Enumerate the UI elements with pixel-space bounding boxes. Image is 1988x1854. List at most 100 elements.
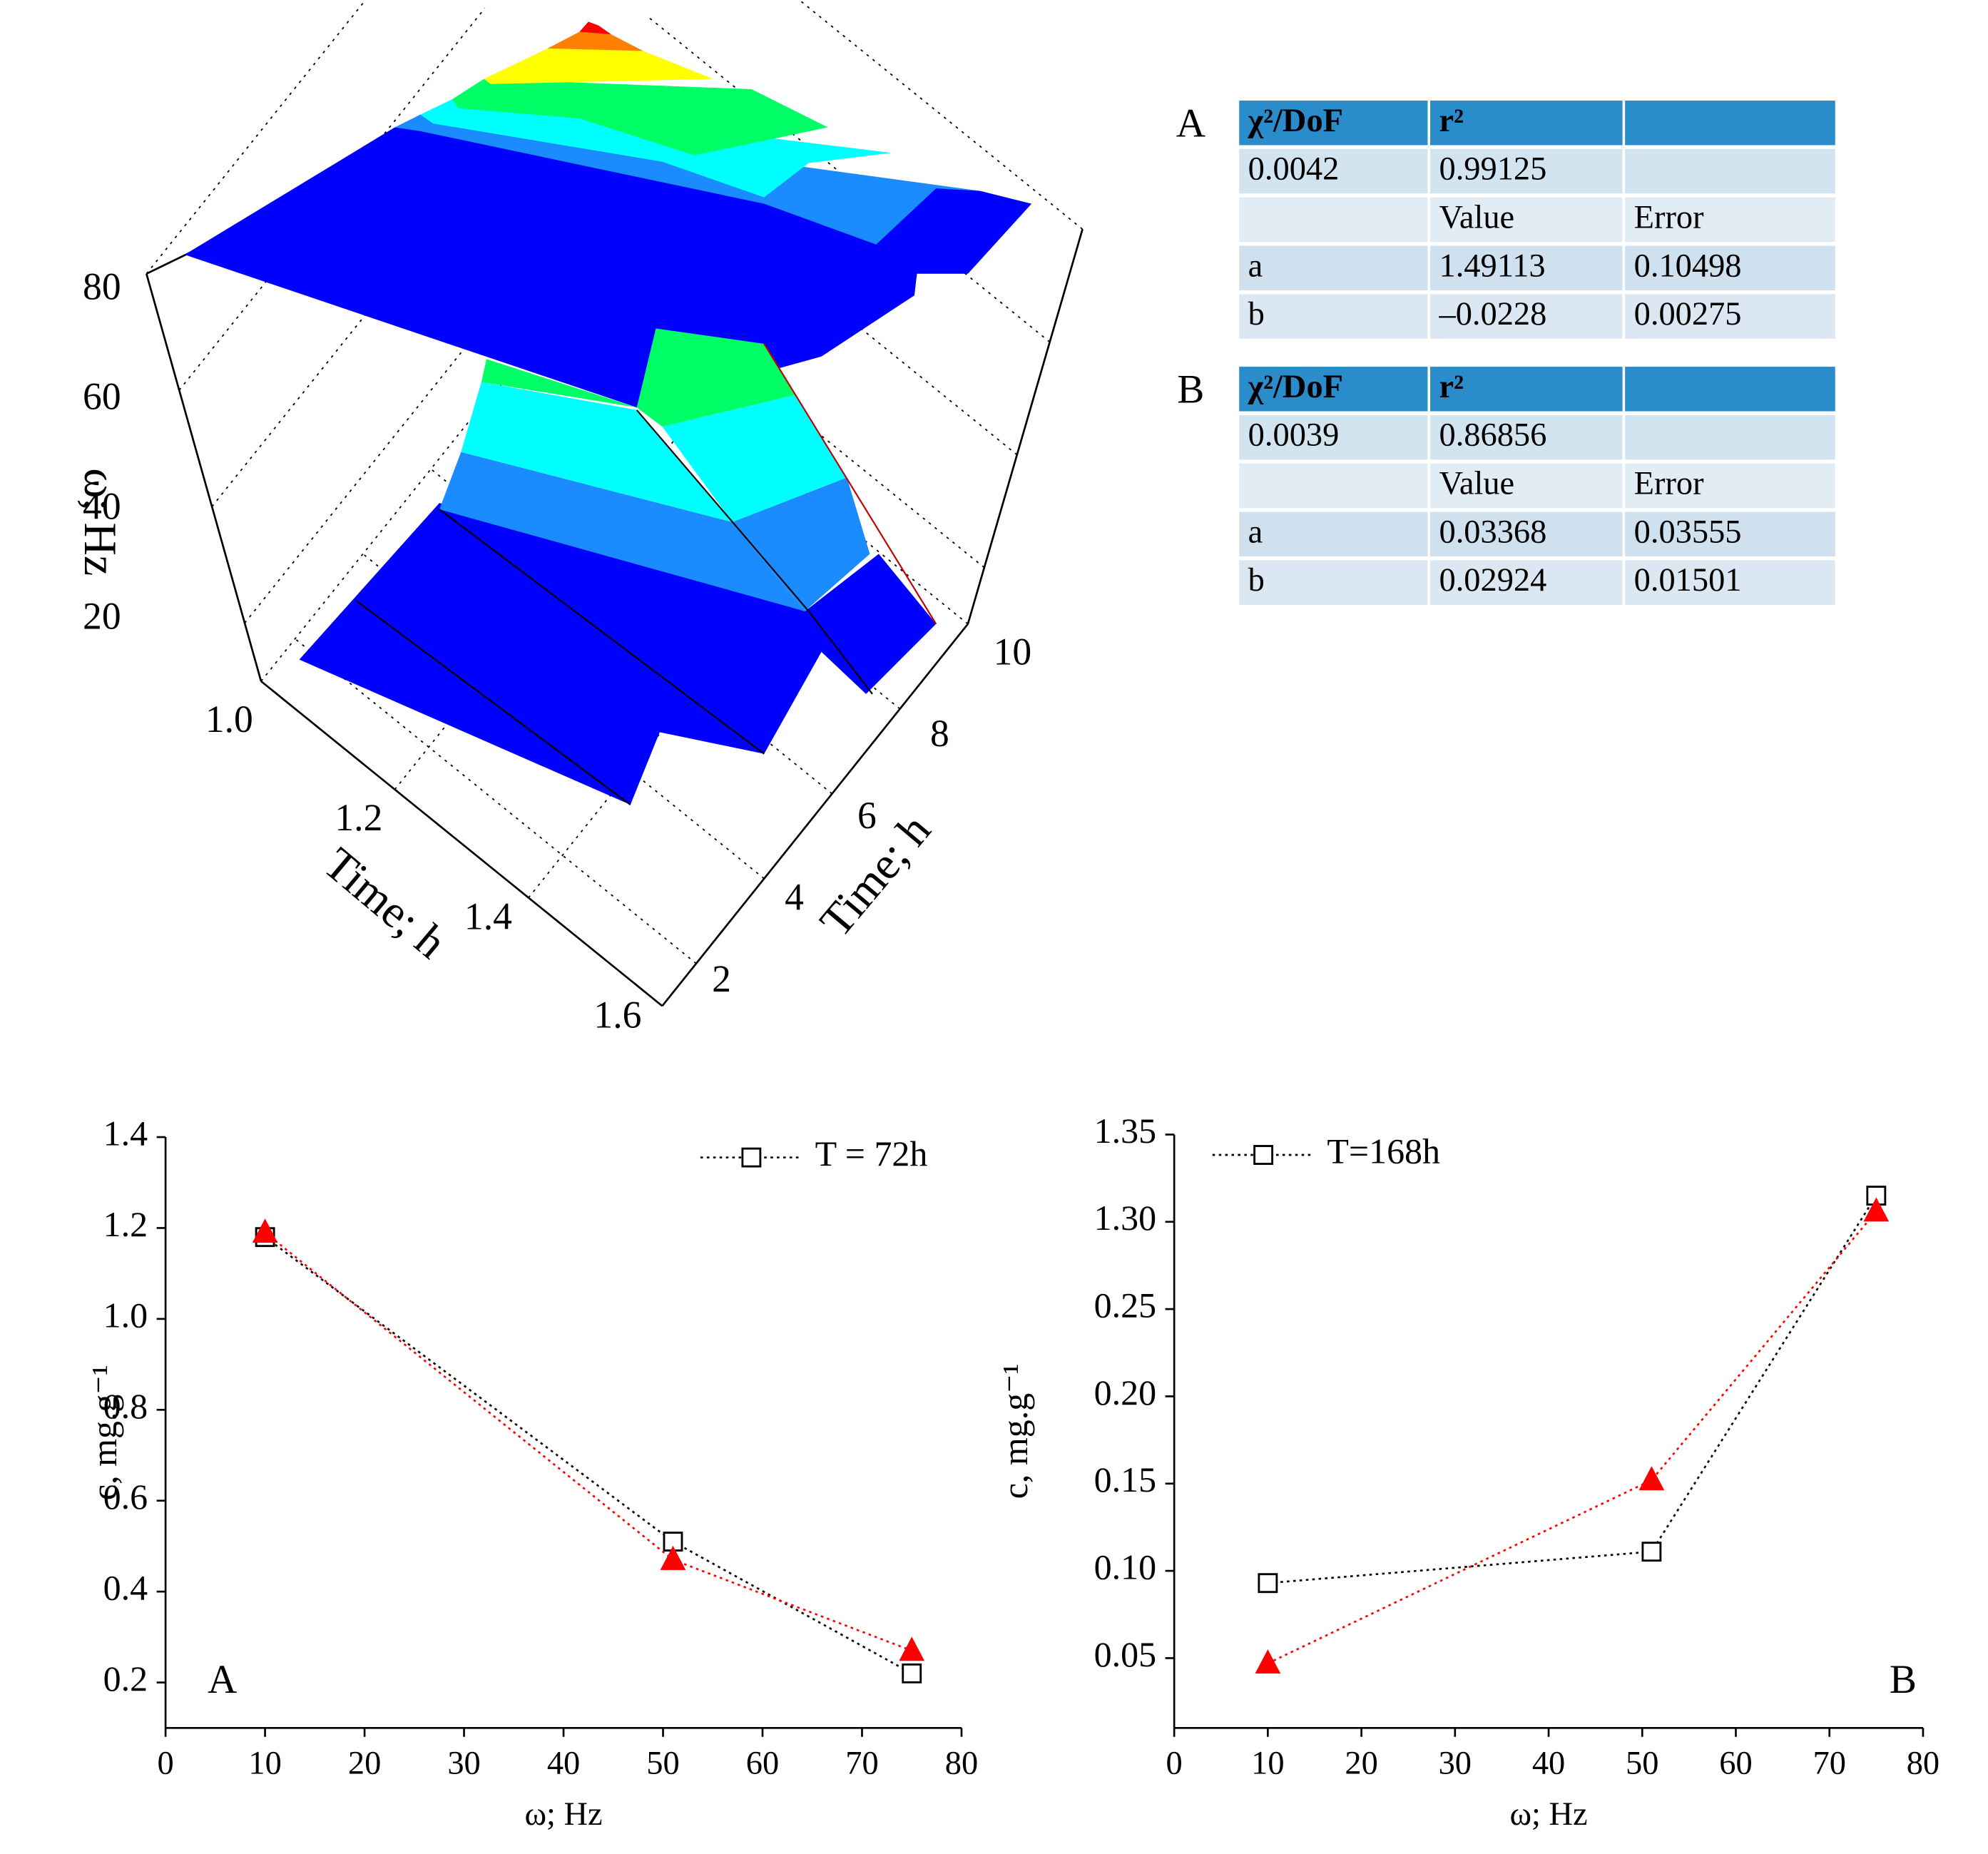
y-tick-label: 4 bbox=[785, 876, 804, 919]
grid-line bbox=[244, 240, 551, 623]
data-point bbox=[1258, 1573, 1278, 1594]
y-tick-label: 0.10 bbox=[1094, 1547, 1156, 1587]
surface-band bbox=[547, 31, 643, 51]
x-tick-label: 80 bbox=[945, 1745, 978, 1781]
y-tick-label: 0.2 bbox=[103, 1659, 148, 1698]
table-cell-text: Value bbox=[1439, 466, 1514, 502]
legend-marker bbox=[741, 1147, 762, 1168]
table-cell-text: b bbox=[1248, 296, 1265, 332]
x-tick-label: 50 bbox=[1626, 1745, 1658, 1781]
x-tick-label: 20 bbox=[1345, 1745, 1377, 1781]
grid-line bbox=[798, 0, 1084, 230]
surface-line bbox=[807, 611, 873, 695]
table-header: r² bbox=[1439, 103, 1464, 139]
z-tick-label: 40 bbox=[83, 484, 121, 527]
axis-line bbox=[967, 228, 1084, 625]
x-tick-label: 30 bbox=[1439, 1745, 1472, 1781]
table-cell-text: 0.0039 bbox=[1248, 417, 1340, 454]
table-cell-text: a bbox=[1248, 514, 1263, 550]
table-cell bbox=[1625, 463, 1835, 509]
y-tick-label: 0.15 bbox=[1094, 1460, 1156, 1499]
table-cell-text: a bbox=[1248, 248, 1263, 284]
table-cell-text: b bbox=[1248, 562, 1265, 599]
y-tick-label: 0.05 bbox=[1094, 1634, 1156, 1674]
table-cell-text: Error bbox=[1634, 199, 1704, 235]
z-tick-label: 60 bbox=[83, 375, 121, 417]
table-cell bbox=[1625, 197, 1835, 243]
x-tick-label: 60 bbox=[746, 1745, 779, 1781]
x-tick-label: 80 bbox=[1907, 1745, 1939, 1781]
y-tick-label: 1.30 bbox=[1094, 1198, 1156, 1238]
y-tick-label: 1.35 bbox=[1094, 1111, 1156, 1151]
table-cell bbox=[1625, 414, 1835, 460]
surface-band bbox=[732, 477, 870, 611]
x-tick-label: 1.6 bbox=[593, 993, 641, 1036]
legend-label: T=168h bbox=[1327, 1131, 1440, 1171]
surface-band bbox=[452, 78, 828, 156]
y-tick-label: 10 bbox=[994, 631, 1032, 673]
data-point bbox=[1863, 1197, 1890, 1222]
table-cell bbox=[1239, 101, 1428, 146]
y-tick-label: 8 bbox=[930, 712, 949, 755]
table-cell bbox=[1239, 560, 1428, 605]
data-point bbox=[902, 1663, 922, 1684]
table-label: A bbox=[1176, 101, 1205, 146]
table-cell-text: 0.10498 bbox=[1634, 248, 1742, 284]
table-cell bbox=[1429, 245, 1623, 290]
surface-band bbox=[481, 359, 637, 408]
surface-band bbox=[636, 328, 796, 427]
table-cell bbox=[1625, 560, 1835, 605]
table-cell-text: 1.49113 bbox=[1439, 248, 1545, 284]
table-cell bbox=[1429, 560, 1623, 605]
table-cell bbox=[1239, 414, 1428, 460]
table-cell-text: 0.01501 bbox=[1634, 562, 1742, 599]
grid-line bbox=[260, 298, 568, 682]
x-axis-title: ω; Hz bbox=[524, 1796, 602, 1833]
surface-band bbox=[662, 394, 847, 522]
x-tick-label: 0 bbox=[157, 1745, 173, 1781]
axis-line bbox=[661, 623, 969, 1007]
table-cell bbox=[1239, 463, 1428, 509]
legend-marker bbox=[1253, 1145, 1274, 1165]
y-tick-label: 1.2 bbox=[103, 1204, 148, 1244]
panel-label: A bbox=[208, 1657, 237, 1702]
series-line bbox=[1267, 1211, 1877, 1664]
table-cell-text: 0.02924 bbox=[1439, 562, 1546, 599]
table-cell-text: 0.03368 bbox=[1439, 514, 1546, 550]
table-cell-text: 0.03555 bbox=[1634, 514, 1742, 550]
y-axis-title: c, mg.g⁻¹ bbox=[84, 1365, 124, 1500]
table-cell bbox=[1429, 148, 1623, 194]
series-line bbox=[264, 1231, 912, 1652]
x-tick-label: 1.4 bbox=[464, 895, 512, 937]
table-header: χ²/DoF bbox=[1248, 369, 1343, 405]
surface-band bbox=[484, 48, 713, 84]
y-axis-title: c, mg.g⁻¹ bbox=[995, 1363, 1035, 1499]
table-cell bbox=[1429, 463, 1623, 509]
x-axis-title: Time; h bbox=[315, 838, 456, 969]
surface-line bbox=[356, 600, 631, 805]
x-tick-label: 40 bbox=[547, 1745, 580, 1781]
chart-b: 0 10 20 30 40 50 60 70 80 0.05 0.10 0.15 0.20 0.25 1.3… bbox=[995, 1111, 1939, 1833]
x-tick-label: 0 bbox=[1166, 1745, 1183, 1781]
x-tick-label: 30 bbox=[447, 1745, 480, 1781]
table-cell bbox=[1429, 197, 1623, 243]
axis-line bbox=[146, 251, 192, 275]
y-tick-label: 0.4 bbox=[103, 1568, 148, 1608]
data-point bbox=[1641, 1542, 1662, 1562]
table-cell bbox=[1625, 245, 1835, 290]
table-cell bbox=[1429, 101, 1623, 146]
surface-band bbox=[394, 114, 981, 245]
x-tick-label: 70 bbox=[845, 1745, 878, 1781]
series-line bbox=[1268, 1195, 1877, 1584]
data-point bbox=[899, 1636, 925, 1661]
surface-band bbox=[461, 382, 733, 522]
data-point bbox=[1866, 1186, 1887, 1206]
surface-walls bbox=[146, 228, 1084, 1007]
y-tick-label: 1.4 bbox=[103, 1114, 148, 1153]
table-header: χ²/DoF bbox=[1248, 103, 1343, 139]
x-tick-label: 20 bbox=[348, 1745, 381, 1781]
table-cell bbox=[1239, 294, 1428, 339]
table-cell-text: 0.0042 bbox=[1248, 151, 1340, 188]
grid-line bbox=[295, 638, 697, 964]
